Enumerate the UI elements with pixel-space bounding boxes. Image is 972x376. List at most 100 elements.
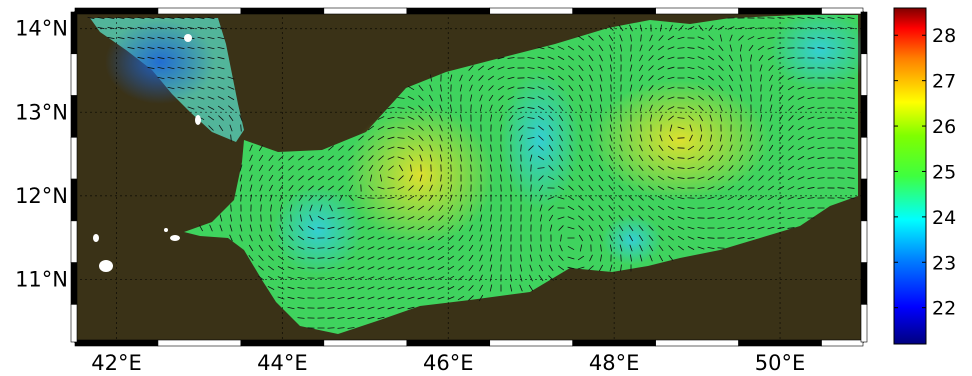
current-vector xyxy=(629,134,633,142)
current-vector xyxy=(507,96,515,100)
current-vector xyxy=(369,174,373,182)
current-vector xyxy=(459,214,463,222)
current-vector xyxy=(387,256,395,260)
frame-tick-segment xyxy=(70,304,78,343)
current-vector xyxy=(738,164,744,172)
current-vector xyxy=(639,44,643,52)
current-vector xyxy=(337,256,345,260)
frame-tick-segment xyxy=(70,53,78,96)
current-vector xyxy=(558,255,564,261)
current-vector xyxy=(490,164,492,172)
current-vector xyxy=(677,216,685,220)
current-vector xyxy=(527,136,535,140)
current-vector xyxy=(358,135,364,141)
current-vector xyxy=(458,255,464,261)
frame-tick-segment xyxy=(572,7,656,15)
current-vector xyxy=(447,275,455,281)
current-vector xyxy=(347,256,355,260)
current-vector xyxy=(759,144,763,152)
current-vector xyxy=(449,194,453,202)
current-vector xyxy=(500,174,502,182)
current-vector xyxy=(327,287,335,289)
current-vector xyxy=(609,134,613,142)
current-vector xyxy=(387,196,395,200)
current-vector xyxy=(748,164,754,172)
current-vector xyxy=(577,35,585,41)
current-vector xyxy=(497,76,505,80)
frame-tick-segment xyxy=(74,339,159,347)
current-vector xyxy=(278,155,284,161)
current-vector xyxy=(469,94,473,102)
current-vector xyxy=(727,206,735,210)
current-vector xyxy=(307,155,315,161)
current-vector xyxy=(377,116,385,120)
current-vector xyxy=(387,156,395,160)
frame-tick-segment xyxy=(70,220,78,263)
current-vector xyxy=(397,107,405,109)
current-vector xyxy=(757,36,765,40)
current-vector xyxy=(459,74,463,82)
current-vector xyxy=(639,244,643,252)
current-vector xyxy=(407,306,415,310)
latitude-label: 11°N xyxy=(15,267,68,291)
current-vector xyxy=(639,254,643,262)
current-vector xyxy=(530,184,532,192)
current-vector xyxy=(358,155,364,161)
current-vector xyxy=(747,27,755,29)
current-vector xyxy=(197,46,205,50)
current-vector xyxy=(367,306,375,310)
current-vector xyxy=(407,116,415,120)
current-vector xyxy=(738,185,744,191)
current-vector xyxy=(737,206,745,210)
current-vector xyxy=(588,224,594,232)
current-vector xyxy=(658,254,664,262)
current-vector xyxy=(697,155,705,161)
current-vector xyxy=(569,134,573,142)
current-vector xyxy=(197,26,205,30)
current-vector xyxy=(648,185,654,191)
current-vector xyxy=(157,66,165,70)
colorbar-tick-label: 24 xyxy=(932,207,956,229)
current-vector xyxy=(317,175,325,181)
current-vector xyxy=(697,227,705,229)
current-vector xyxy=(520,254,522,262)
current-vector xyxy=(608,174,614,182)
cool-anomaly xyxy=(500,70,580,210)
current-vector xyxy=(568,175,574,181)
current-vector xyxy=(568,94,574,102)
current-vector xyxy=(469,214,473,222)
current-vector xyxy=(217,46,225,50)
current-vector xyxy=(558,75,564,81)
current-vector xyxy=(548,254,554,262)
current-vector xyxy=(387,246,395,250)
current-vector xyxy=(207,96,215,100)
current-vector xyxy=(847,157,855,159)
current-vector xyxy=(599,134,603,142)
current-vector xyxy=(618,195,624,201)
current-vector xyxy=(469,204,473,212)
current-vector xyxy=(629,64,633,72)
current-vector xyxy=(527,117,535,119)
current-vector xyxy=(377,276,385,280)
current-vector xyxy=(397,206,405,210)
current-vector xyxy=(648,85,654,91)
current-vector xyxy=(478,294,484,302)
current-vector xyxy=(787,186,795,190)
current-vector xyxy=(338,194,344,202)
current-vector xyxy=(259,234,263,242)
current-vector xyxy=(797,186,805,190)
current-vector xyxy=(728,175,734,181)
current-vector xyxy=(787,216,795,220)
current-vector xyxy=(337,207,345,209)
current-vector xyxy=(497,56,505,60)
current-vector xyxy=(397,147,405,149)
current-vector xyxy=(807,126,815,130)
current-vector xyxy=(719,114,723,122)
current-vector xyxy=(777,196,785,200)
current-vector xyxy=(609,64,613,72)
current-vector xyxy=(347,246,355,250)
current-vector xyxy=(397,186,405,190)
current-vector xyxy=(387,136,395,140)
current-vector xyxy=(297,235,305,241)
current-vector xyxy=(639,104,643,112)
